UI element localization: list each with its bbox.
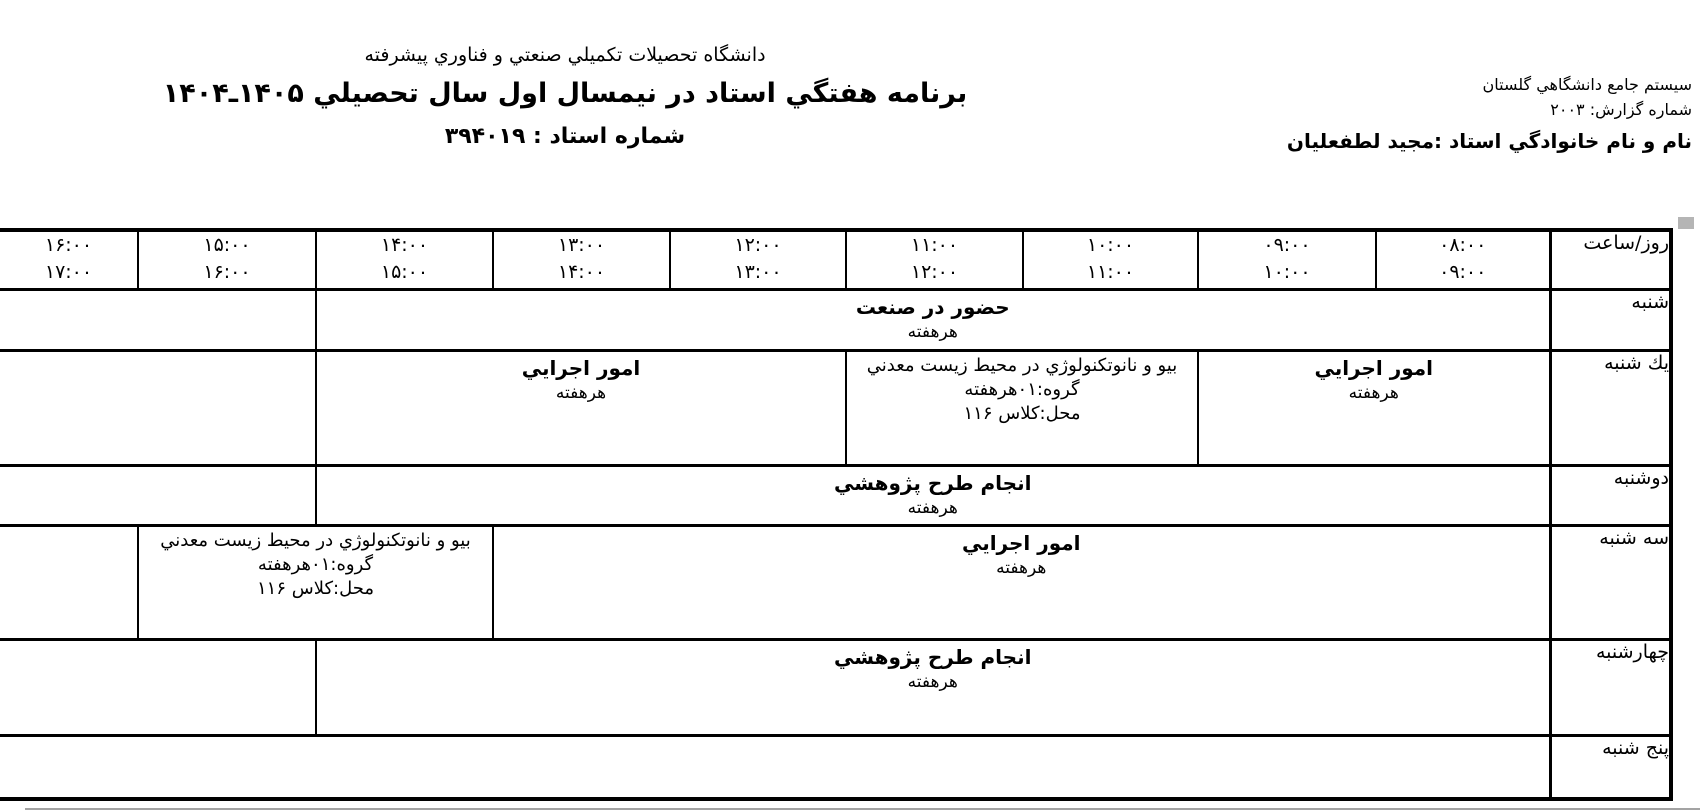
page-edge-line: [25, 808, 1700, 810]
time-slot-cell: ۰۸:۰۰ ۰۹:۰۰: [1375, 229, 1551, 290]
empty-cell: [0, 349, 317, 466]
course-box: بيو و نانوتكنولوژي در محيط زيست معدني گرو…: [155, 527, 477, 601]
day-label-cell: يك شنبه: [1548, 349, 1672, 466]
time-slot-cell: ۰۹:۰۰ ۱۰:۰۰: [1197, 229, 1377, 290]
time-slot-end: ۱۲:۰۰: [910, 261, 959, 283]
time-slot-start: ۱۶:۰۰: [44, 234, 93, 256]
time-slot-end: ۰۹:۰۰: [1439, 261, 1487, 283]
day-row: پنج شنبه: [0, 734, 1672, 800]
course-name: بيو و نانوتكنولوژي در محيط زيست معدني: [160, 529, 471, 551]
activity-frequency: هرهفته: [996, 557, 1047, 578]
time-slot-end: ۱۴:۰۰: [557, 261, 606, 283]
day-label-cell: شنبه: [1548, 288, 1672, 351]
course-location: محل:كلاس ۱۱۶: [963, 402, 1081, 424]
schedule-cell: امور اجرايي هرهفته: [492, 524, 1551, 640]
report-header-right: سيستم جامع دانشگاهي گلستان شماره گزارش: …: [1287, 72, 1692, 156]
schedule-cell: انجام طرح پژوهشي هرهفته: [315, 638, 1551, 736]
schedule-table-container: روز/ساعت ۰۸:۰۰ ۰۹:۰۰ ۰۹:۰۰ ۱۰:۰۰ ۱۰:۰۰ ۱۱:۰۰ ۱۱…: [0, 228, 1673, 801]
scrollbar-corner-fragment: [1678, 217, 1694, 229]
day-label-cell: پنج شنبه: [1548, 734, 1672, 800]
activity-title: امور اجرايي: [1314, 355, 1434, 380]
day-row: شنبه حضور در صنعت هرهفته: [0, 288, 1672, 351]
activity-frequency: هرهفته: [555, 382, 607, 403]
day-label-cell: سه شنبه: [1548, 524, 1672, 640]
system-name: سيستم جامع دانشگاهي گلستان: [1482, 75, 1692, 94]
time-slot-start: ۱۵:۰۰: [203, 234, 251, 256]
time-slot-cell: ۱۵:۰۰ ۱۶:۰۰: [137, 229, 317, 290]
day-row: يك شنبه امور اجرايي هرهفته بيو و نانوتكنولو…: [0, 349, 1672, 466]
activity-title: انجام طرح پژوهشي: [834, 470, 1032, 495]
time-slot-end: ۱۳:۰۰: [734, 261, 782, 283]
time-slot-start: ۱۱:۰۰: [910, 234, 959, 256]
activity-title: امور اجرايي: [961, 530, 1081, 555]
schedule-cell: امور اجرايي هرهفته: [1197, 349, 1551, 466]
time-slot-end: ۱۷:۰۰: [44, 261, 93, 283]
course-group: گروه:۰۱هرهفته: [257, 553, 374, 575]
course-group: گروه:۰۱هرهفته: [964, 378, 1080, 400]
schedule-cell: امور اجرايي هرهفته: [315, 349, 847, 466]
empty-cell: [0, 288, 317, 351]
activity-title: امور اجرايي: [521, 355, 641, 380]
time-slot-end: ۱۶:۰۰: [203, 261, 251, 283]
day-label-cell: دوشنبه: [1548, 464, 1672, 526]
day-label-cell: چهارشنبه: [1548, 638, 1672, 736]
time-slot-start: ۱۳:۰۰: [557, 234, 606, 256]
time-slot-end: ۱۵:۰۰: [380, 261, 429, 283]
professor-number: شماره استاد : ۳۹۴۰۱۹: [444, 124, 686, 149]
activity-title: انجام طرح پژوهشي: [834, 644, 1032, 669]
time-header-row: روز/ساعت ۰۸:۰۰ ۰۹:۰۰ ۰۹:۰۰ ۱۰:۰۰ ۱۰:۰۰ ۱۱:۰۰ ۱۱…: [0, 229, 1672, 290]
course-location: محل:كلاس ۱۱۶: [257, 577, 374, 599]
time-slot-cell: ۱۴:۰۰ ۱۵:۰۰: [315, 229, 494, 290]
time-slot-cell: ۱۲:۰۰ ۱۳:۰۰: [669, 229, 847, 290]
empty-cell: [0, 734, 1551, 800]
empty-cell: [0, 524, 139, 640]
course-name: بيو و نانوتكنولوژي در محيط زيست معدني: [866, 354, 1178, 376]
activity-title: حضور در صنعت: [855, 294, 1010, 319]
weekly-schedule-table: روز/ساعت ۰۸:۰۰ ۰۹:۰۰ ۰۹:۰۰ ۱۰:۰۰ ۱۰:۰۰ ۱۱:۰۰ ۱۱…: [0, 228, 1673, 801]
empty-cell: [0, 638, 317, 736]
activity-frequency: هرهفته: [907, 321, 958, 342]
schedule-cell: انجام طرح پژوهشي هرهفته: [315, 464, 1551, 526]
day-row: چهارشنبه انجام طرح پژوهشي هرهفته: [0, 638, 1672, 736]
day-hour-corner-cell: روز/ساعت: [1548, 229, 1672, 290]
time-slot-start: ۱۰:۰۰: [1086, 234, 1135, 256]
time-slot-cell: ۱۳:۰۰ ۱۴:۰۰: [492, 229, 671, 290]
time-slot-start: ۰۸:۰۰: [1439, 234, 1487, 256]
schedule-cell: حضور در صنعت هرهفته: [315, 288, 1551, 351]
time-slot-start: ۰۹:۰۰: [1263, 234, 1311, 256]
time-slot-end: ۱۱:۰۰: [1086, 261, 1135, 283]
time-slot-start: ۱۲:۰۰: [734, 234, 782, 256]
activity-frequency: هرهفته: [907, 497, 958, 518]
time-slot-cell: ۱۱:۰۰ ۱۲:۰۰: [845, 229, 1024, 290]
day-row: دوشنبه انجام طرح پژوهشي هرهفته: [0, 464, 1672, 526]
empty-cell: [0, 464, 317, 526]
activity-frequency: هرهفته: [1348, 382, 1399, 403]
activity-frequency: هرهفته: [907, 671, 958, 692]
university-name: دانشگاه تحصيلات تكميلي صنعتي و فناوري پي…: [364, 44, 766, 66]
report-number: شماره گزارش: ۲۰۰۳: [1550, 100, 1692, 119]
time-slot-cell: ۱۰:۰۰ ۱۱:۰۰: [1022, 229, 1199, 290]
report-title: برنامه هفتگي استاد در نيمسال اول سال تحص…: [162, 78, 968, 109]
time-slot-end: ۱۰:۰۰: [1263, 261, 1311, 283]
time-slot-cell: ۱۶:۰۰ ۱۷:۰۰: [0, 229, 139, 290]
report-header-center: دانشگاه تحصيلات تكميلي صنعتي و فناوري پي…: [115, 42, 1015, 152]
course-box: بيو و نانوتكنولوژي در محيط زيست معدني گرو…: [861, 352, 1183, 426]
schedule-cell: بيو و نانوتكنولوژي در محيط زيست معدني گرو…: [845, 349, 1199, 466]
day-row: سه شنبه امور اجرايي هرهفته بيو و نانوتكنولو…: [0, 524, 1672, 640]
professor-name: نام و نام خانوادگي استاد :مجيد لطفعليان: [1286, 129, 1692, 153]
time-slot-start: ۱۴:۰۰: [380, 234, 429, 256]
schedule-cell: بيو و نانوتكنولوژي در محيط زيست معدني گرو…: [137, 524, 494, 640]
